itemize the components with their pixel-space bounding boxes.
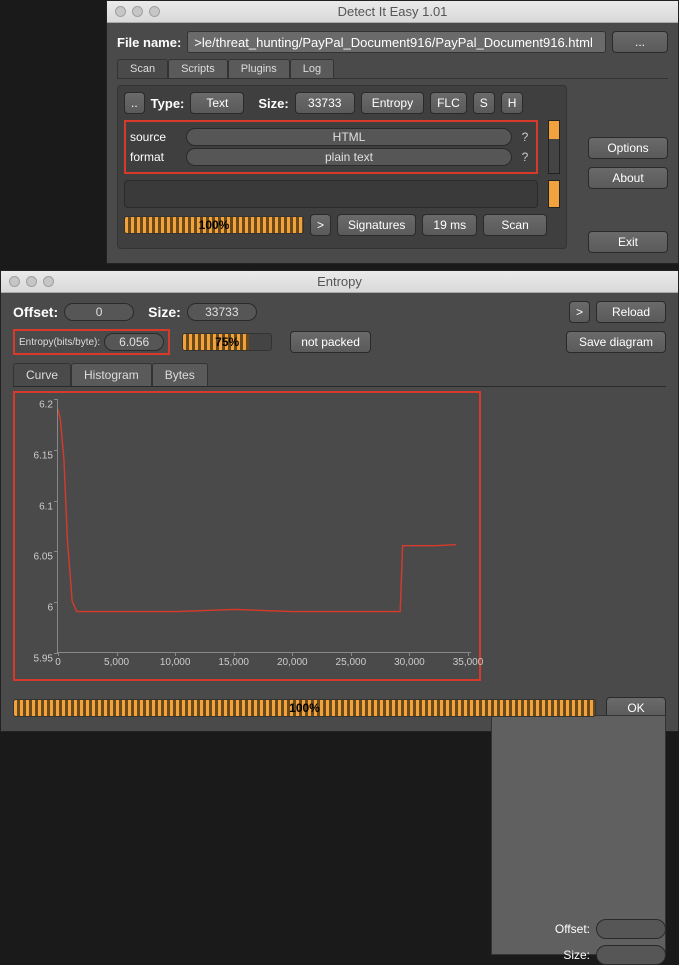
entropy-value: 6.056 bbox=[104, 333, 164, 351]
result-value[interactable]: plain text bbox=[186, 148, 512, 166]
scan-progress: 100% bbox=[124, 216, 304, 234]
help-icon[interactable]: ? bbox=[518, 150, 532, 164]
size-value[interactable]: 33733 bbox=[295, 92, 355, 114]
tab-scripts[interactable]: Scripts bbox=[168, 59, 228, 78]
tab-histogram[interactable]: Histogram bbox=[71, 363, 152, 386]
result-label: source bbox=[130, 130, 180, 144]
tab-curve[interactable]: Curve bbox=[13, 363, 71, 386]
browse-button[interactable]: ... bbox=[612, 31, 668, 53]
options-button[interactable]: Options bbox=[588, 137, 668, 159]
progress-text: 100% bbox=[289, 701, 320, 715]
result-row: format plain text ? bbox=[130, 148, 532, 166]
scan-button[interactable]: Scan bbox=[483, 214, 547, 236]
side-offset-label: Offset: bbox=[555, 922, 590, 936]
save-diagram-button[interactable]: Save diagram bbox=[566, 331, 666, 353]
type-value[interactable]: Text bbox=[190, 92, 244, 114]
titlebar[interactable]: Entropy bbox=[1, 271, 678, 293]
size-label: Size: bbox=[148, 304, 181, 320]
side-offset-value[interactable] bbox=[596, 919, 666, 939]
scan-panel: .. Type: Text Size: 33733 Entropy FLC S … bbox=[117, 85, 567, 249]
type-label: Type: bbox=[151, 96, 185, 111]
s-button[interactable]: S bbox=[473, 92, 495, 114]
flc-button[interactable]: FLC bbox=[430, 92, 467, 114]
reload-button[interactable]: Reload bbox=[596, 301, 666, 323]
entropy-window: Entropy Offset: 0 Size: 33733 > Reload E… bbox=[0, 270, 679, 732]
size-label: Size: bbox=[258, 96, 288, 111]
entropy-readout: Entropy(bits/byte): 6.056 bbox=[13, 329, 170, 355]
exit-button[interactable]: Exit bbox=[588, 231, 668, 253]
tab-bytes[interactable]: Bytes bbox=[152, 363, 208, 386]
help-icon[interactable]: ? bbox=[518, 130, 532, 144]
side-size-value[interactable] bbox=[596, 945, 666, 965]
file-name-input[interactable]: >le/threat_hunting/PayPal_Document916/Pa… bbox=[187, 31, 606, 53]
offset-label: Offset: bbox=[13, 304, 58, 320]
offset-value[interactable]: 0 bbox=[64, 303, 134, 321]
progress-text: 75% bbox=[215, 335, 239, 349]
packed-status: not packed bbox=[290, 331, 371, 353]
file-name-label: File name: bbox=[117, 35, 181, 50]
entropy-label: Entropy(bits/byte): bbox=[19, 337, 100, 348]
scan-time: 19 ms bbox=[422, 214, 477, 236]
result-value[interactable]: HTML bbox=[186, 128, 512, 146]
signatures-button[interactable]: Signatures bbox=[337, 214, 416, 236]
empty-output bbox=[124, 180, 538, 208]
window-title: Detect It Easy 1.01 bbox=[107, 4, 678, 19]
titlebar[interactable]: Detect It Easy 1.01 bbox=[107, 1, 678, 23]
entropy-chart: 5.9566.056.16.156.2 05,00010,00015,00020… bbox=[13, 391, 481, 681]
result-label: format bbox=[130, 150, 180, 164]
scrollbar[interactable] bbox=[548, 180, 560, 208]
bottom-progress: 100% bbox=[13, 699, 596, 717]
chart-tabs: Curve Histogram Bytes bbox=[13, 363, 666, 387]
h-button[interactable]: H bbox=[501, 92, 524, 114]
side-size-label: Size: bbox=[563, 948, 590, 962]
result-row: source HTML ? bbox=[130, 128, 532, 146]
tab-log[interactable]: Log bbox=[290, 59, 334, 78]
arrow-button[interactable]: > bbox=[310, 214, 331, 236]
tab-scan[interactable]: Scan bbox=[117, 59, 168, 78]
detect-it-easy-window: Detect It Easy 1.01 File name: >le/threa… bbox=[106, 0, 679, 264]
up-dir-button[interactable]: .. bbox=[124, 92, 145, 114]
about-button[interactable]: About bbox=[588, 167, 668, 189]
entropy-pct: 75% bbox=[182, 333, 272, 351]
main-tabs: Scan Scripts Plugins Log bbox=[117, 59, 668, 79]
results-box: source HTML ? format plain text ? bbox=[124, 120, 538, 174]
progress-text: 100% bbox=[199, 218, 230, 232]
entropy-button[interactable]: Entropy bbox=[361, 92, 424, 114]
arrow-button[interactable]: > bbox=[569, 301, 590, 323]
window-title: Entropy bbox=[1, 274, 678, 289]
tab-plugins[interactable]: Plugins bbox=[228, 59, 290, 78]
scrollbar[interactable] bbox=[548, 120, 560, 174]
size-value[interactable]: 33733 bbox=[187, 303, 257, 321]
